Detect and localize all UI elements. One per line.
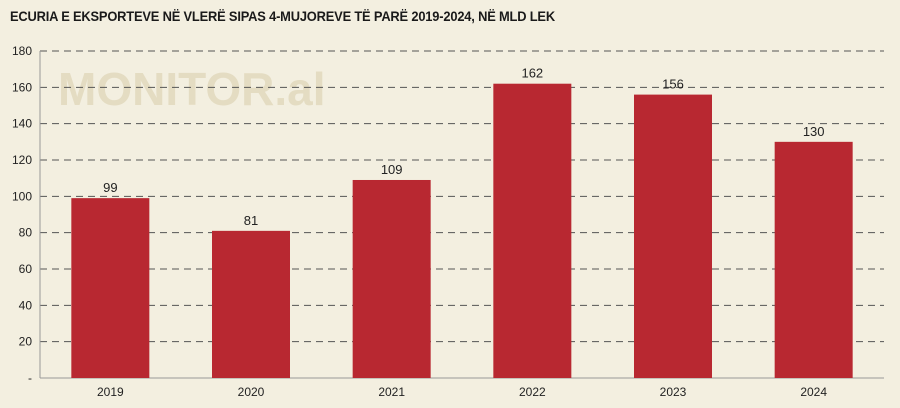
data-label-2024: 130 [803, 124, 825, 139]
data-label-2021: 109 [381, 162, 403, 177]
x-tick-label-2024: 2024 [800, 385, 827, 399]
watermark: MONITOR.al [58, 63, 326, 115]
y-tick-label: 140 [12, 117, 32, 131]
data-label-2022: 162 [521, 66, 543, 81]
x-axis: 2019 2020 2021 2022 2023 2024 [97, 385, 827, 399]
bar-2021 [352, 179, 431, 378]
x-tick-label-2022: 2022 [519, 385, 546, 399]
bars [71, 83, 853, 378]
y-tick-label: 20 [19, 335, 33, 349]
y-tick-label: 160 [12, 80, 32, 94]
bar-2019 [71, 198, 150, 378]
data-label-2020: 81 [244, 213, 258, 228]
data-label-2019: 99 [103, 180, 117, 195]
y-axis: - 20 40 60 80 100 120 140 160 180 [12, 44, 32, 385]
chart-title: ECURIA E EKSPORTEVE NË VLERË SIPAS 4-MUJ… [10, 8, 555, 24]
y-tick-label: 100 [12, 189, 32, 203]
y-tick-label: 120 [12, 153, 32, 167]
bar-2022 [493, 83, 572, 378]
data-labels: 99 81 109 162 156 130 [103, 66, 824, 228]
y-tick-label: - [28, 371, 32, 385]
y-tick-label: 80 [19, 226, 33, 240]
y-tick-label: 180 [12, 44, 32, 58]
bar-2024 [774, 141, 853, 378]
x-tick-label-2023: 2023 [660, 385, 687, 399]
y-tick-label: 60 [19, 262, 33, 276]
y-tick-label: 40 [19, 298, 33, 312]
bar-2023 [634, 94, 712, 378]
x-tick-label-2021: 2021 [378, 385, 405, 399]
bar-2020 [212, 230, 290, 378]
data-label-2023: 156 [662, 77, 684, 92]
x-tick-label-2019: 2019 [97, 385, 124, 399]
grid-lines [39, 50, 884, 379]
x-tick-label-2020: 2020 [238, 385, 265, 399]
